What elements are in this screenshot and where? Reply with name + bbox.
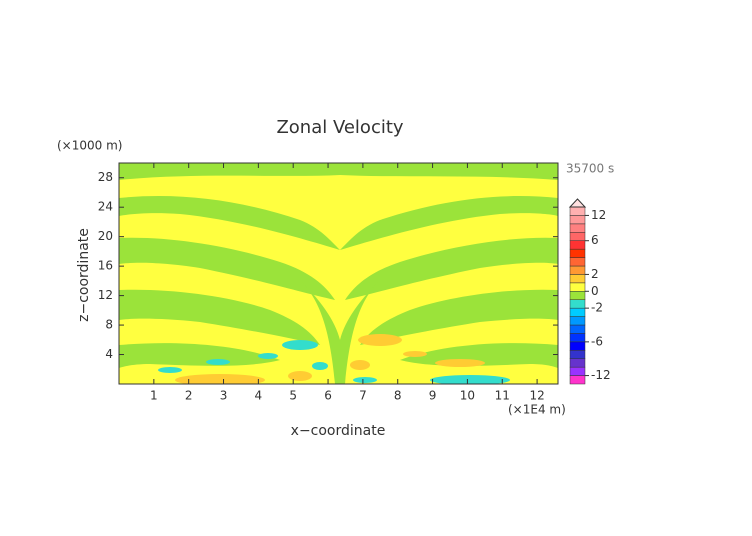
- x-tick-label: 4: [255, 389, 263, 403]
- x-unit: (×1E4 m): [508, 403, 566, 417]
- colorbar-bin: [569, 248, 586, 258]
- contour-region: [403, 351, 427, 357]
- colorbar-tick-label: 12: [591, 208, 606, 222]
- colorbar-bin: [569, 265, 586, 275]
- colorbar-bin: [569, 333, 586, 343]
- y-unit: (×1000 m): [57, 139, 122, 153]
- y-axis-label: z−coordinate: [76, 228, 92, 322]
- colorbar-tick-label: -2: [591, 301, 603, 315]
- contour-region: [119, 343, 280, 368]
- contour-region: [288, 371, 312, 381]
- x-tick-label: 6: [324, 389, 332, 403]
- colorbar-bin: [569, 316, 586, 326]
- colorbar-bin: [569, 358, 586, 368]
- colorbar-bin: [569, 215, 586, 225]
- colorbar-bin: [569, 291, 586, 300]
- contour-field: [119, 163, 558, 384]
- x-axis-label: x−coordinate: [291, 423, 386, 439]
- contour-region: [119, 237, 335, 300]
- contour-region: [358, 334, 402, 346]
- colorbar-bin: [569, 206, 586, 216]
- colorbar-bin: [569, 282, 586, 292]
- y-tick-label: 20: [98, 229, 113, 243]
- colorbar-tick-label: -6: [591, 334, 603, 348]
- x-tick-label: 2: [185, 389, 193, 403]
- colorbar-tick-label: -12: [591, 368, 611, 382]
- colorbar-bin: [569, 324, 586, 334]
- contour-region: [119, 163, 340, 180]
- contour-region: [158, 367, 182, 373]
- colorbar-bin: [569, 299, 586, 309]
- contour-region: [435, 359, 485, 367]
- colorbar-bin: [569, 307, 586, 317]
- x-tick-label: 11: [495, 389, 510, 403]
- colorbar-bin: [569, 274, 586, 284]
- contour-region: [350, 360, 370, 370]
- colorbar-bin: [569, 240, 586, 250]
- time-label: 35700 s: [566, 162, 614, 176]
- contour-region: [282, 340, 318, 350]
- contour-region: [300, 280, 380, 384]
- x-tick-label: 12: [529, 389, 544, 403]
- colorbar-tick-label: 6: [591, 233, 599, 247]
- contour-region: [312, 362, 328, 370]
- x-tick-label: 10: [460, 389, 475, 403]
- x-tick-label: 1: [150, 389, 158, 403]
- y-tick-label: 16: [98, 259, 113, 273]
- contour-region: [353, 377, 377, 383]
- contour-region: [430, 375, 510, 384]
- x-tick-label: 8: [394, 389, 402, 403]
- y-tick-label: 12: [98, 288, 113, 302]
- contour-region: [340, 196, 558, 250]
- colorbar-bin: [569, 366, 586, 376]
- x-tick-label: 3: [220, 389, 228, 403]
- chart-title: Zonal Velocity: [276, 117, 403, 138]
- contour-region: [360, 289, 558, 345]
- contour-region: [119, 289, 320, 345]
- colorbar-tick-label: 2: [591, 267, 599, 281]
- colorbar-bin: [569, 223, 586, 233]
- y-tick-label: 4: [105, 347, 113, 361]
- contour-region: [119, 196, 340, 250]
- colorbar-bin: [569, 341, 586, 351]
- x-tick-label: 9: [429, 389, 437, 403]
- contour-region: [340, 163, 558, 180]
- contour-region: [258, 353, 278, 359]
- plot-frame: [118, 162, 559, 385]
- colorbar-bin: [569, 375, 586, 385]
- x-tick-label: 5: [289, 389, 297, 403]
- contour-region: [206, 359, 230, 365]
- y-tick-label: 8: [105, 318, 113, 332]
- y-tick-label: 28: [98, 170, 113, 184]
- contour-region: [345, 237, 558, 300]
- x-tick-label: 7: [359, 389, 367, 403]
- colorbar-bin: [569, 350, 586, 359]
- colorbar-bin: [569, 232, 586, 241]
- y-tick-label: 24: [98, 200, 113, 214]
- colorbar-extend: [568, 198, 587, 208]
- colorbar-bin: [569, 257, 586, 267]
- contour-region: [175, 374, 265, 384]
- colorbar-tick-label: 0: [591, 284, 599, 298]
